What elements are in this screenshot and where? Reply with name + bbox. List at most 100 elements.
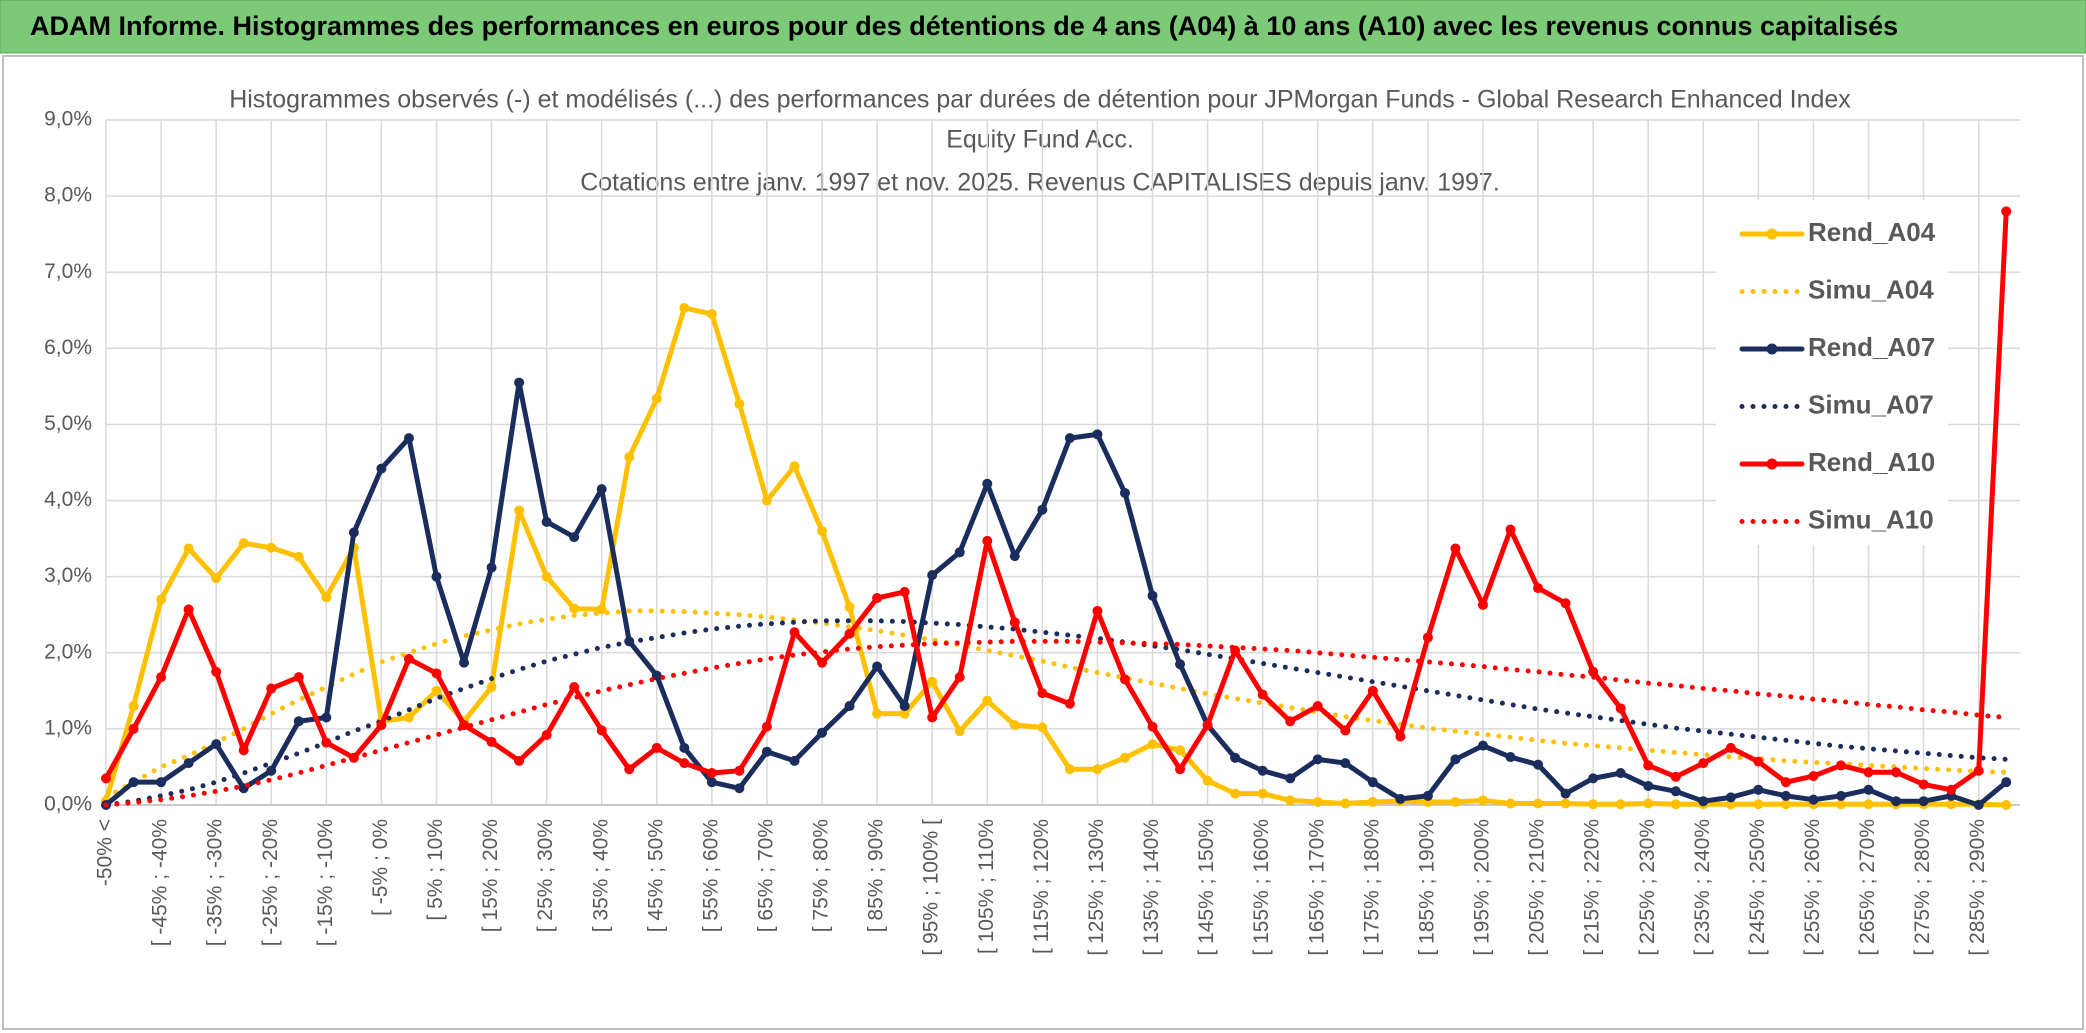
data-point	[982, 695, 993, 706]
legend-label: Simu_A07	[1808, 389, 1934, 419]
x-tick-label: [ 65% ; 70%	[754, 819, 777, 932]
data-point	[1477, 599, 1488, 610]
data-point	[486, 736, 497, 747]
x-tick-label: [ -45% ; -40%	[149, 819, 172, 946]
x-tick-label: [ 225% ; 230%	[1636, 819, 1659, 956]
legend-label: Rend_A07	[1808, 332, 1935, 362]
data-point	[1643, 760, 1654, 771]
x-tick-label: [ 115% ; 120%	[1030, 819, 1053, 954]
data-point	[734, 783, 745, 794]
data-point	[1312, 754, 1323, 765]
data-point	[1037, 688, 1048, 699]
data-point	[872, 661, 883, 672]
data-point	[541, 571, 552, 582]
data-point	[1753, 784, 1764, 795]
data-point	[1725, 742, 1736, 753]
data-point	[1588, 799, 1599, 810]
data-point	[954, 547, 965, 558]
x-tick-label: [ 275% ; 280%	[1911, 819, 1934, 956]
data-point	[211, 573, 222, 584]
data-point	[1725, 799, 1736, 810]
data-point	[1863, 767, 1874, 778]
data-point	[899, 701, 910, 712]
data-point	[1092, 764, 1103, 775]
page-title: ADAM Informe. Histogrammes des performan…	[30, 11, 1898, 41]
data-point	[211, 739, 222, 750]
data-point	[403, 433, 414, 444]
data-point	[899, 586, 910, 597]
data-point	[1340, 725, 1351, 736]
data-point	[156, 777, 167, 788]
data-point	[1175, 659, 1186, 670]
data-point	[1615, 703, 1626, 714]
data-point	[761, 495, 772, 506]
x-tick-label: [ 245% ; 250%	[1746, 819, 1769, 956]
data-point	[1009, 617, 1020, 628]
x-tick-label: [ 285% ; 290%	[1966, 819, 1989, 956]
data-point	[1505, 752, 1516, 763]
data-point	[128, 701, 139, 712]
y-tick-label: 2,0%	[44, 640, 92, 663]
data-point	[1588, 666, 1599, 677]
data-point	[1780, 777, 1791, 788]
data-point	[761, 721, 772, 732]
data-point	[1835, 790, 1846, 801]
model-line	[103, 638, 2009, 808]
data-point	[706, 309, 717, 320]
data-point	[266, 765, 277, 776]
x-tick-label: [ -35% ; -30%	[204, 819, 227, 946]
data-point	[1230, 788, 1241, 799]
data-point	[156, 672, 167, 683]
data-point	[817, 657, 828, 668]
x-tick-label: [ 175% ; 180%	[1360, 819, 1383, 956]
data-point	[1725, 792, 1736, 803]
y-tick-label: 7,0%	[44, 260, 92, 283]
x-tick-label: [ 255% ; 260%	[1801, 819, 1824, 956]
data-point	[789, 755, 800, 766]
legend-marker	[1766, 458, 1778, 470]
data-point	[1037, 504, 1048, 515]
x-tick-label: [ 105% ; 110%	[975, 819, 998, 954]
y-tick-label: 6,0%	[44, 336, 92, 359]
data-point	[238, 538, 249, 549]
data-point	[1477, 795, 1488, 806]
data-point	[266, 542, 277, 553]
data-point	[1340, 798, 1351, 809]
data-point	[1367, 685, 1378, 696]
data-point	[1147, 739, 1158, 750]
data-point	[706, 768, 717, 779]
data-point	[156, 594, 167, 605]
data-point	[1505, 798, 1516, 809]
data-point	[1560, 798, 1571, 809]
data-point	[1119, 752, 1130, 763]
data-point	[1533, 798, 1544, 809]
data-point	[1340, 758, 1351, 769]
x-tick-label: [ 185% ; 190%	[1415, 819, 1438, 956]
data-point	[293, 672, 304, 683]
x-tick-label: [ 55% ; 60%	[699, 819, 722, 932]
data-point	[1835, 799, 1846, 810]
data-point	[624, 452, 635, 463]
data-point	[1092, 605, 1103, 616]
data-point	[514, 377, 525, 388]
data-point	[1422, 632, 1433, 643]
data-point	[927, 712, 938, 723]
model-line	[103, 618, 2009, 808]
data-point	[789, 627, 800, 638]
data-point	[514, 505, 525, 516]
x-tick-label: [ 35% ; 40%	[589, 819, 612, 932]
y-tick-label: 5,0%	[44, 412, 92, 435]
observed-line	[103, 305, 2009, 808]
data-point	[1588, 773, 1599, 784]
data-point	[403, 653, 414, 664]
data-point	[348, 527, 359, 538]
data-point	[1780, 799, 1791, 810]
data-point	[844, 602, 855, 613]
data-point	[1422, 790, 1433, 801]
data-point	[1918, 779, 1929, 790]
data-point	[1119, 674, 1130, 685]
data-point	[569, 682, 580, 693]
data-point	[1946, 799, 1957, 810]
